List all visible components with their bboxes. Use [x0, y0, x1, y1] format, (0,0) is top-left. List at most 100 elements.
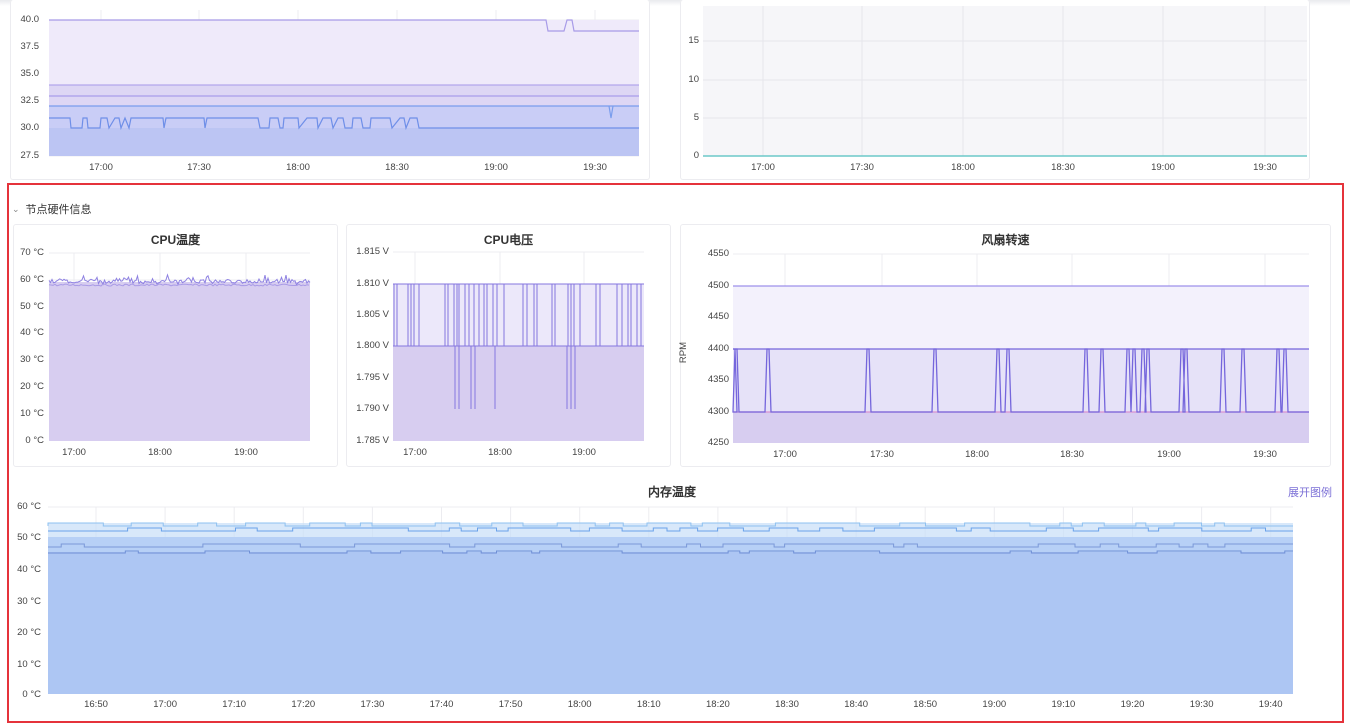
y-tick-label: 4300 — [707, 406, 729, 417]
memory-temp-line — [47, 522, 1293, 527]
x-tick-label: 17:30 — [187, 162, 211, 173]
top-left-chart-panel: 40.0 37.5 35.0 32.5 30.0 27.5 17:00 17:30 18:00… — [10, 0, 650, 180]
y-tick-label: 4400 — [707, 343, 729, 354]
top-right-chart-panel: 15 10 5 0 17:00 17:30 18:00 18:30 19:00 19:30 — [680, 0, 1310, 180]
y-tick-label: 30 °C — [20, 354, 44, 365]
memory-temp-line — [48, 550, 1293, 554]
y-tick-label: 40 °C — [17, 564, 41, 575]
memory-temp-series — [47, 522, 1293, 554]
row-title: 节点硬件信息 — [25, 204, 92, 216]
y-tick-label: 1.800 V — [356, 340, 389, 351]
cpu-voltage-title: CPU电压 — [483, 233, 534, 247]
x-tick-label: 17:30 — [360, 699, 385, 710]
x-tick-label: 19:00 — [234, 447, 258, 458]
memory-temp-panel: 内存温度 60 °C 50 °C 40 °C 30 °C 20 °C 10 °C 0 °C … — [13, 477, 1331, 718]
x-tick-label: 17:50 — [498, 699, 523, 710]
x-tick-label: 19:40 — [1258, 699, 1283, 710]
y-tick-label: 1.805 V — [356, 309, 389, 320]
memory-temp-title: 内存温度 — [647, 485, 696, 499]
x-tick-label: 18:30 — [1060, 449, 1084, 460]
x-tick-label: 17:00 — [751, 162, 775, 173]
cpu-temp-plot — [48, 252, 311, 441]
y-tick-label: 4500 — [707, 280, 729, 291]
x-tick-label: 19:30 — [1253, 162, 1277, 173]
x-tick-label: 17:10 — [222, 699, 247, 710]
x-tick-label: 17:00 — [403, 447, 427, 458]
x-tick-label: 18:10 — [636, 699, 661, 710]
chevron-down-icon: ⌄ — [12, 203, 20, 214]
y-tick-label: 10 °C — [17, 659, 41, 670]
y-tick-label: 1.790 V — [356, 403, 389, 414]
y-tick-label: 15 — [688, 35, 699, 46]
y-tick-label: 60 °C — [20, 274, 44, 285]
x-tick-label: 17:00 — [89, 162, 113, 173]
row-header-node-hardware[interactable]: ⌄ 节点硬件信息 — [12, 201, 92, 217]
x-tick-label: 17:00 — [773, 449, 797, 460]
y-tick-label: 37.5 — [20, 41, 40, 52]
top-left-plot — [49, 10, 639, 157]
cpu-temp-line-2 — [48, 283, 310, 287]
y-tick-label: 30.0 — [20, 122, 40, 133]
expand-legend-button[interactable]: 展开图例 — [1288, 487, 1332, 499]
x-tick-label: 19:00 — [982, 699, 1007, 710]
x-tick-label: 17:40 — [429, 699, 454, 710]
top-shadow — [0, 0, 1350, 6]
x-tick-label: 19:10 — [1051, 699, 1076, 710]
x-tick-label: 18:30 — [1051, 162, 1075, 173]
x-tick-label: 17:30 — [850, 162, 874, 173]
top-right-plot — [703, 6, 1307, 157]
y-tick-label: 4550 — [707, 248, 729, 259]
x-tick-label: 19:00 — [484, 162, 508, 173]
y-tick-label: 1.810 V — [356, 278, 389, 289]
y-tick-label: 50 °C — [20, 301, 44, 312]
y-tick-label: 0 °C — [25, 435, 44, 446]
y-tick-label: 40.0 — [20, 14, 40, 25]
memory-temp-line — [48, 527, 1293, 532]
memory-temp-line — [48, 543, 1293, 548]
y-tick-label: 4350 — [707, 374, 729, 385]
y-tick-label: 10 — [688, 74, 699, 85]
y-tick-label: 0 °C — [22, 689, 41, 700]
cpu-temp-panel: CPU温度 70 °C 60 °C 50 °C 40 °C 30 °C 20 °C 10 °… — [13, 224, 338, 467]
y-tick-label: 32.5 — [20, 95, 40, 106]
y-tick-label: 70 °C — [20, 247, 44, 258]
y-tick-label: 40 °C — [20, 327, 44, 338]
y-tick-label: 10 °C — [20, 408, 44, 419]
x-tick-label: 19:30 — [1253, 449, 1277, 460]
y-tick-label: 20 °C — [20, 381, 44, 392]
y-tick-label: 1.785 V — [356, 435, 389, 446]
cpu-voltage-plot — [393, 251, 644, 441]
x-tick-label: 18:20 — [706, 699, 730, 710]
y-tick-label: 1.815 V — [356, 246, 389, 257]
y-tick-label: 1.795 V — [356, 372, 389, 383]
x-tick-label: 19:20 — [1120, 699, 1145, 710]
x-tick-label: 17:30 — [870, 449, 894, 460]
x-tick-label: 18:00 — [488, 447, 512, 458]
cpu-voltage-panel: CPU电压 1.815 V 1.810 V 1.805 V 1.800 V 1.795 … — [346, 224, 671, 467]
x-tick-label: 17:20 — [291, 699, 316, 710]
x-tick-label: 17:00 — [62, 447, 86, 458]
x-tick-label: 18:00 — [951, 162, 975, 173]
x-tick-label: 18:00 — [148, 447, 172, 458]
fan-speed-series — [732, 348, 1309, 413]
x-tick-label: 17:00 — [153, 699, 177, 710]
y-tick-label: 35.0 — [20, 68, 40, 79]
x-tick-label: 18:40 — [844, 699, 868, 710]
x-tick-label: 19:30 — [583, 162, 607, 173]
memory-temp-plot — [47, 506, 1293, 694]
y-tick-label: 4450 — [707, 311, 729, 322]
x-tick-label: 18:00 — [286, 162, 310, 173]
y-tick-label: 30 °C — [17, 596, 41, 607]
x-tick-label: 19:00 — [1151, 162, 1175, 173]
cpu-temp-line — [48, 273, 311, 286]
y-tick-label: 27.5 — [20, 150, 40, 161]
x-tick-label: 19:00 — [1157, 449, 1181, 460]
x-tick-label: 19:00 — [572, 447, 596, 458]
fan-speed-panel: 风扇转速 RPM 4550 4500 4450 4400 4350 4300 4250 17… — [678, 224, 1331, 467]
x-tick-label: 16:50 — [84, 699, 108, 710]
y-tick-label: 0 — [693, 150, 699, 161]
y-tick-label: 50 °C — [17, 532, 41, 543]
y-tick-label: 4250 — [707, 437, 729, 448]
x-tick-label: 18:50 — [913, 699, 938, 710]
y-tick-label: 60 °C — [17, 501, 41, 512]
